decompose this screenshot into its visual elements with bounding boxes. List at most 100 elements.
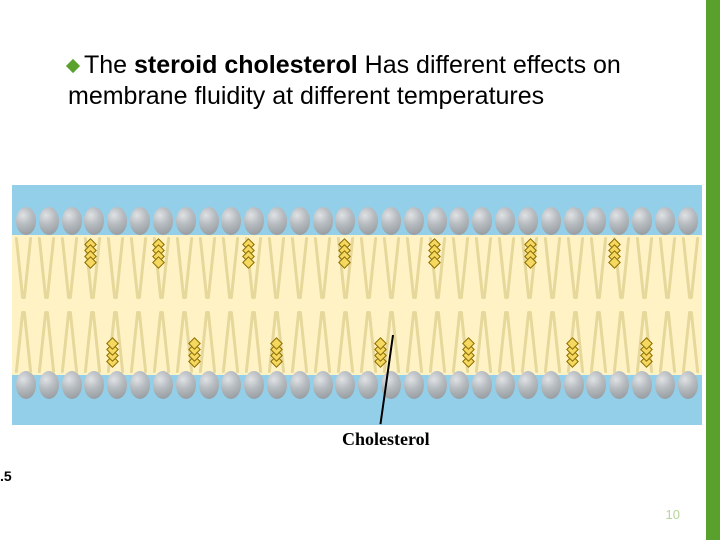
cholesterol-icon — [154, 243, 163, 267]
phospholipid-head — [427, 207, 447, 235]
phospholipid-head — [62, 207, 82, 235]
lipid-tail — [690, 311, 700, 373]
lipid-tail — [138, 237, 148, 299]
phospholipid-head — [290, 207, 310, 235]
lipid-tail — [552, 237, 562, 299]
cholesterol-icon — [610, 243, 619, 267]
cholesterol-icon — [108, 339, 117, 363]
lipid-tail — [161, 311, 171, 373]
lipid-tail — [667, 237, 677, 299]
phospholipid-head — [313, 371, 333, 399]
lipid-tail — [552, 311, 562, 373]
lipid-tail — [345, 311, 355, 373]
phospholipid-head — [39, 207, 59, 235]
lipid-tail — [460, 237, 470, 299]
phospholipid-head — [678, 207, 698, 235]
lipid-tail — [667, 311, 677, 373]
phospholipid-head — [39, 371, 59, 399]
phospholipid-head — [84, 371, 104, 399]
phospholipid-head — [609, 371, 629, 399]
cholesterol-icon — [376, 339, 385, 363]
phospholipid-head — [586, 207, 606, 235]
text-bold: steroid cholesterol — [134, 51, 358, 79]
phospholipid-head — [564, 207, 584, 235]
phospholipid-head — [495, 371, 515, 399]
phospholipid-head — [358, 207, 378, 235]
cholesterol-icon — [642, 339, 651, 363]
phospholipid-head — [381, 207, 401, 235]
phospholipid-head — [62, 371, 82, 399]
lipid-tail — [690, 237, 700, 299]
phospholipid-head — [449, 371, 469, 399]
phospholipid-head — [655, 207, 675, 235]
cholesterol-icon — [340, 243, 349, 267]
phospholipid-head — [655, 371, 675, 399]
lipid-tail — [230, 311, 240, 373]
lipid-tail — [23, 237, 33, 299]
lipid-tail — [414, 237, 424, 299]
lipid-tail — [483, 237, 493, 299]
phospholipid-head — [16, 371, 36, 399]
phospholipid-head — [449, 207, 469, 235]
phospholipid-head — [16, 207, 36, 235]
phospholipid-head — [472, 371, 492, 399]
bullet-icon — [66, 59, 80, 73]
phospholipid-head — [176, 371, 196, 399]
cholesterol-icon — [430, 243, 439, 267]
cholesterol-icon — [86, 243, 95, 267]
phospholipid-head — [221, 371, 241, 399]
lipid-tail — [414, 311, 424, 373]
text-prefix: The — [84, 51, 134, 79]
phospholipid-head — [404, 371, 424, 399]
phospholipid-head — [518, 207, 538, 235]
lipid-tail — [322, 237, 332, 299]
phospholipid-head — [244, 207, 264, 235]
membrane-figure: Cholesterol — [12, 185, 702, 460]
phospholipid-heads-top — [12, 207, 702, 237]
cholesterol-icon — [464, 339, 473, 363]
lipid-tail — [92, 311, 102, 373]
phospholipid-head — [199, 371, 219, 399]
lipid-tail — [506, 311, 516, 373]
phospholipid-head — [130, 371, 150, 399]
figure-number: .5 — [0, 468, 12, 484]
lipid-tail — [46, 237, 56, 299]
lipid-tail — [529, 311, 539, 373]
phospholipid-head — [472, 207, 492, 235]
lipid-tail — [184, 237, 194, 299]
phospholipid-head — [427, 371, 447, 399]
phospholipid-head — [541, 371, 561, 399]
lipid-tail — [598, 311, 608, 373]
lipid-tail — [621, 237, 631, 299]
phospholipid-head — [609, 207, 629, 235]
phospholipid-head — [221, 207, 241, 235]
lipid-tail — [230, 237, 240, 299]
phospholipid-head — [518, 371, 538, 399]
phospholipid-head — [176, 207, 196, 235]
lipid-tail — [115, 237, 125, 299]
phospholipid-head — [632, 207, 652, 235]
phospholipid-head — [267, 207, 287, 235]
lipid-tail — [46, 311, 56, 373]
lipid-tail — [207, 237, 217, 299]
lipid-tail — [253, 311, 263, 373]
phospholipid-head — [404, 207, 424, 235]
phospholipid-head — [358, 371, 378, 399]
phospholipid-head — [632, 371, 652, 399]
phospholipid-heads-bottom — [12, 371, 702, 401]
lipid-tails-top — [12, 237, 702, 299]
phospholipid-head — [153, 371, 173, 399]
phospholipid-head — [335, 371, 355, 399]
lipid-tail — [391, 237, 401, 299]
lipid-tail — [644, 237, 654, 299]
lipid-tail — [598, 237, 608, 299]
lipid-tail — [483, 311, 493, 373]
lipid-tail — [575, 237, 585, 299]
phospholipid-head — [290, 371, 310, 399]
lipid-tail — [69, 311, 79, 373]
phospholipid-head — [107, 371, 127, 399]
phospholipid-head — [495, 207, 515, 235]
lipid-tail — [276, 237, 286, 299]
lipid-tail — [322, 311, 332, 373]
phospholipid-head — [153, 207, 173, 235]
